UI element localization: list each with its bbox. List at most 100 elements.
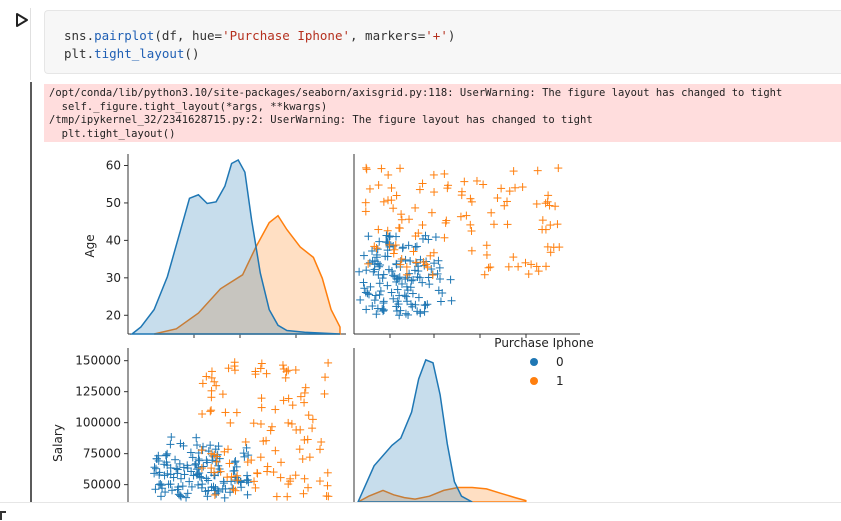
scatter-point bbox=[396, 260, 405, 269]
scatter-point bbox=[213, 486, 222, 495]
scatter-point bbox=[233, 471, 242, 480]
scatter-point bbox=[308, 424, 317, 433]
code-line-2[interactable]: plt.tight_layout() bbox=[64, 46, 199, 61]
scatter-point bbox=[305, 453, 314, 462]
scatter-point bbox=[401, 275, 410, 284]
scatter-point bbox=[155, 468, 164, 477]
scatter-point bbox=[174, 483, 183, 492]
scatter-point bbox=[435, 263, 444, 272]
y-tick-label: 30 bbox=[106, 271, 121, 285]
legend-label: 0 bbox=[556, 355, 564, 369]
scatter-point bbox=[232, 408, 241, 417]
code-line-1[interactable]: sns.pairplot(df, hue='Purchase Iphone', … bbox=[64, 28, 455, 43]
scatter-point bbox=[300, 398, 309, 407]
scatter-point bbox=[546, 248, 555, 257]
scatter-point bbox=[398, 244, 407, 253]
scatter-point bbox=[424, 273, 433, 282]
scatter-point bbox=[186, 448, 195, 457]
scatter-point bbox=[412, 259, 421, 268]
scatter-point bbox=[188, 453, 197, 462]
scatter-point bbox=[362, 163, 371, 172]
scatter-point bbox=[250, 477, 259, 486]
scatter-point bbox=[372, 253, 381, 262]
y-tick-label: 150000 bbox=[75, 354, 121, 368]
scatter-point bbox=[502, 197, 511, 206]
scatter-point bbox=[269, 468, 278, 477]
scatter-point bbox=[308, 415, 317, 424]
scatter-point bbox=[427, 208, 436, 217]
scatter-point bbox=[164, 480, 173, 489]
scatter-point bbox=[414, 293, 423, 302]
scatter-point bbox=[324, 358, 333, 367]
scatter-point bbox=[377, 164, 386, 173]
y-axis-label: Age bbox=[83, 234, 97, 257]
scatter-point bbox=[365, 290, 374, 299]
scatter-point bbox=[436, 297, 445, 306]
scatter-point bbox=[218, 390, 227, 399]
scatter-point bbox=[216, 467, 225, 476]
scatter-point bbox=[281, 373, 290, 382]
stderr-line: self._figure.tight_layout(*args, **kwarg… bbox=[49, 100, 328, 113]
scatter-point bbox=[183, 461, 192, 470]
scatter-point bbox=[202, 474, 211, 483]
scatter-point bbox=[182, 493, 191, 502]
scatter-point bbox=[370, 296, 379, 305]
scatter-point bbox=[372, 310, 381, 319]
scatter-point bbox=[231, 457, 240, 466]
scatter-point bbox=[199, 442, 208, 451]
scatter-point bbox=[482, 241, 491, 250]
scatter-point bbox=[154, 451, 163, 460]
scatter-point bbox=[511, 183, 520, 192]
scatter-point bbox=[150, 463, 159, 472]
scatter-point bbox=[387, 288, 396, 297]
scatter-point bbox=[411, 203, 420, 212]
scatter-point bbox=[379, 305, 388, 314]
scatter-point bbox=[532, 199, 541, 208]
scatter-point bbox=[257, 403, 266, 412]
scatter-point bbox=[229, 485, 238, 494]
scatter-point bbox=[545, 201, 554, 210]
kde-age-1 bbox=[153, 214, 341, 335]
scatter-point bbox=[405, 215, 414, 224]
scatter-point bbox=[207, 386, 216, 395]
pairplot-figure: 20 30 40 50 60 150000 125000 100000 75000 50000 Ag… bbox=[51, 154, 594, 502]
scatter-point bbox=[482, 250, 491, 259]
scatter-point bbox=[300, 474, 309, 483]
scatter-point bbox=[202, 372, 211, 381]
scatter-point bbox=[296, 392, 305, 401]
scatter-point bbox=[284, 418, 293, 427]
scatter-point bbox=[195, 469, 204, 478]
scatter-point bbox=[298, 454, 307, 463]
scatter-point bbox=[209, 468, 218, 477]
scatter-point bbox=[277, 458, 286, 467]
scatter-point bbox=[322, 491, 331, 500]
scatter-point bbox=[231, 486, 240, 495]
scatter-point bbox=[288, 401, 297, 410]
output-collapse-rail[interactable] bbox=[30, 82, 32, 502]
scatter-point bbox=[397, 215, 406, 224]
scatter-point bbox=[393, 285, 402, 294]
scatter-point bbox=[436, 275, 445, 284]
scatter-point bbox=[229, 467, 238, 476]
scatter-point bbox=[361, 207, 370, 216]
legend-marker-0 bbox=[530, 358, 538, 366]
scatter-point bbox=[251, 367, 260, 376]
scatter-point bbox=[220, 447, 229, 456]
scatter-point bbox=[212, 489, 221, 498]
scatter-point bbox=[221, 408, 230, 417]
y-tick-label: 75000 bbox=[83, 447, 121, 461]
scatter-point bbox=[365, 258, 374, 267]
scatter-point bbox=[389, 249, 398, 258]
scatter-point bbox=[187, 467, 196, 476]
scatter-point bbox=[360, 284, 369, 293]
scatter-point bbox=[371, 257, 380, 266]
scatter-point bbox=[480, 270, 489, 279]
scatter-point bbox=[379, 307, 388, 316]
y-tick-label: 50000 bbox=[83, 478, 121, 492]
scatter-point bbox=[323, 468, 332, 477]
scatter-point bbox=[166, 463, 175, 472]
scatter-point bbox=[172, 464, 181, 473]
run-cell-button[interactable] bbox=[14, 12, 30, 28]
code-token: () bbox=[184, 46, 200, 61]
code-editor[interactable]: sns.pairplot(df, hue='Purchase Iphone', … bbox=[44, 10, 841, 74]
